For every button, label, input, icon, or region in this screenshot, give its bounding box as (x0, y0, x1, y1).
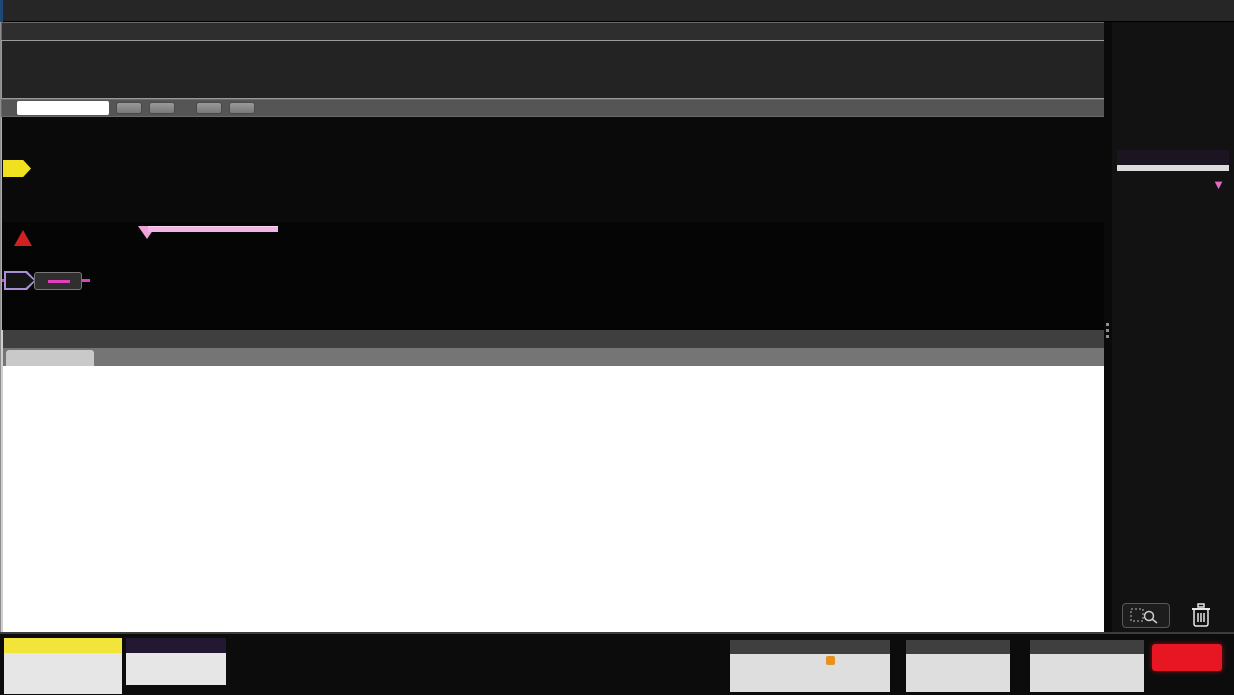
ch1-settings (4, 653, 122, 694)
bus1-title (126, 638, 226, 653)
trigger-readouts (906, 654, 1010, 692)
trigger-title (906, 640, 1010, 654)
horizontal-title (730, 640, 890, 654)
vzoom-minus-button[interactable] (229, 102, 255, 114)
zoomed-waveform[interactable] (1, 117, 1105, 222)
search-mark-glyph: ▼ (1212, 178, 1225, 191)
trash-icon (1186, 600, 1216, 630)
results-title-bar (3, 330, 1107, 348)
channel1-badge[interactable] (4, 638, 122, 694)
horizontal-zoom-scale-input[interactable] (17, 101, 109, 115)
channel1-tag[interactable] (3, 160, 31, 177)
vzoom-plus-button[interactable] (196, 102, 222, 114)
preview-button[interactable] (1152, 644, 1222, 671)
waveform-overview[interactable] (1, 40, 1105, 99)
hzoom-plus-button[interactable] (116, 102, 142, 114)
bus-decode-results-panel (1, 330, 1105, 632)
search-region-bar (148, 226, 278, 232)
results-table[interactable] (3, 366, 1107, 632)
bus1-value (126, 653, 226, 685)
zoom-scale-bar (1, 99, 1105, 117)
trigger-panel[interactable] (906, 640, 1010, 692)
search1-header (1117, 150, 1229, 165)
panel-divider[interactable] (1104, 22, 1112, 632)
oscilloscope-screen: ▼ (0, 0, 1234, 695)
warning-icon (14, 230, 32, 246)
zoom-select-icon (1123, 604, 1169, 627)
acquisition-title (1030, 640, 1144, 654)
ch1-title (4, 638, 122, 653)
acquisition-readouts (1030, 654, 1144, 692)
zoom-select-button[interactable] (1122, 603, 1170, 628)
trigger-position-icon (826, 656, 835, 665)
search1-body: ▼ (1117, 165, 1229, 171)
add-new-grid (1112, 27, 1234, 37)
search1-card[interactable]: ▼ (1117, 150, 1229, 171)
menu-bar (0, 0, 1234, 22)
tab-bus1-can[interactable] (6, 350, 94, 366)
waveform-area (0, 22, 1104, 632)
acquisition-panel[interactable] (1030, 640, 1144, 692)
right-sidebar: ▼ (1112, 22, 1234, 632)
drag-handle-icon[interactable] (1106, 320, 1109, 341)
bus1-card[interactable] (126, 638, 226, 685)
results-tab-strip (3, 348, 1107, 366)
horizontal-panel[interactable] (730, 640, 890, 692)
horizontal-readouts (730, 654, 890, 692)
bus-handle[interactable] (34, 272, 82, 290)
bus1-badge[interactable] (4, 271, 36, 290)
bottom-bar (0, 632, 1234, 695)
window-accent (0, 0, 3, 22)
bus-decode-track[interactable] (1, 222, 1105, 330)
waveform-view-tab[interactable] (1, 22, 1105, 40)
trash-button[interactable] (1186, 600, 1216, 630)
hzoom-minus-button[interactable] (149, 102, 175, 114)
